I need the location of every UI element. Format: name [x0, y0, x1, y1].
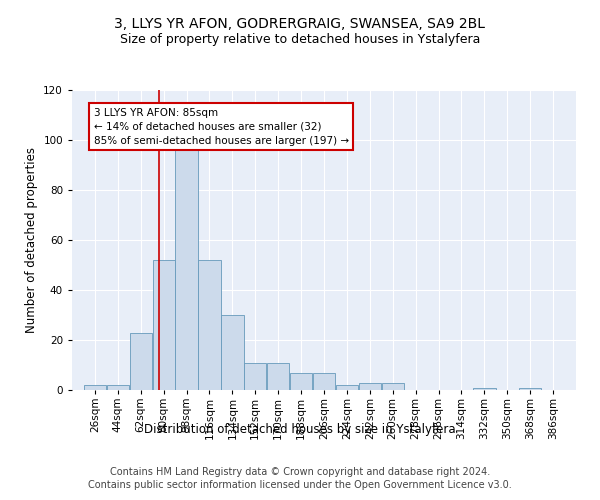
Bar	[175, 145, 197, 390]
Bar	[290, 372, 312, 390]
Bar	[221, 315, 244, 390]
Bar	[473, 388, 496, 390]
Bar	[359, 382, 381, 390]
Bar	[130, 332, 152, 390]
Bar	[244, 362, 266, 390]
Text: 3 LLYS YR AFON: 85sqm
← 14% of detached houses are smaller (32)
85% of semi-deta: 3 LLYS YR AFON: 85sqm ← 14% of detached …	[94, 108, 349, 146]
Bar	[199, 260, 221, 390]
Bar	[382, 382, 404, 390]
Bar	[519, 388, 541, 390]
Y-axis label: Number of detached properties: Number of detached properties	[25, 147, 38, 333]
Bar	[313, 372, 335, 390]
Text: 3, LLYS YR AFON, GODRERGRAIG, SWANSEA, SA9 2BL: 3, LLYS YR AFON, GODRERGRAIG, SWANSEA, S…	[115, 18, 485, 32]
Bar	[107, 385, 129, 390]
Text: Contains HM Land Registry data © Crown copyright and database right 2024.
Contai: Contains HM Land Registry data © Crown c…	[88, 467, 512, 490]
Bar	[267, 362, 289, 390]
Bar	[336, 385, 358, 390]
Text: Size of property relative to detached houses in Ystalyfera: Size of property relative to detached ho…	[120, 32, 480, 46]
Text: Distribution of detached houses by size in Ystalyfera: Distribution of detached houses by size …	[144, 422, 456, 436]
Bar	[152, 260, 175, 390]
Bar	[84, 385, 106, 390]
